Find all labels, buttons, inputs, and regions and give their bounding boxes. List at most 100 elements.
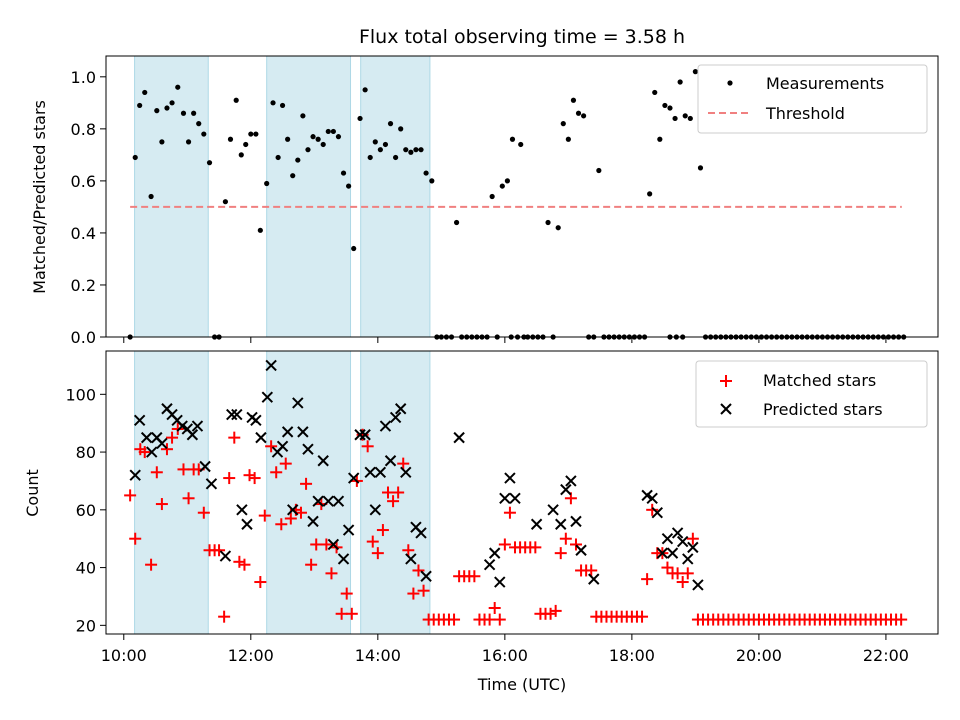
- matched-point: [895, 613, 908, 626]
- legend-matched-label: Matched stars: [763, 371, 876, 390]
- matched-point: [493, 613, 506, 626]
- matched-point: [488, 602, 501, 615]
- measurement-point: [387, 121, 394, 127]
- predicted-point: [570, 515, 582, 528]
- predicted-point: [347, 472, 360, 484]
- measurement-point: [169, 100, 175, 106]
- x-axis-label: Time (UTC): [477, 675, 566, 694]
- measurement-point: [180, 110, 187, 116]
- measurement-point: [403, 147, 409, 153]
- top-shaded-intervals: [134, 55, 431, 338]
- measurement-point: [667, 105, 673, 111]
- measurement-point: [154, 108, 160, 114]
- measurement-point: [320, 141, 326, 148]
- measurement-point: [489, 193, 495, 200]
- matched-point: [412, 564, 425, 577]
- bottom-axes-frame: [105, 350, 939, 635]
- bottom-y-axis-label: Count: [23, 469, 42, 517]
- measurement-point: [330, 128, 336, 135]
- measurement-point: [657, 136, 663, 142]
- predicted-point: [281, 426, 294, 438]
- matched-stars-series: [124, 422, 908, 626]
- bottom-band-0: [134, 350, 209, 635]
- predicted-point: [337, 553, 350, 565]
- matched-point: [138, 446, 151, 459]
- matched-point: [345, 607, 358, 620]
- measurement-point: [382, 141, 389, 148]
- top-y-tick-label: 0.4: [71, 224, 96, 243]
- measurement-point: [581, 113, 587, 119]
- matched-point: [483, 613, 496, 626]
- measurement-point: [662, 102, 668, 109]
- predicted-point: [359, 429, 371, 441]
- predicted-point: [661, 532, 674, 545]
- matched-point: [366, 535, 379, 548]
- predicted-point: [547, 504, 559, 516]
- legend-measurements-label: Measurements: [766, 74, 884, 93]
- predicted-point: [241, 518, 253, 530]
- measurement-point: [185, 139, 192, 145]
- matched-point: [223, 472, 236, 485]
- matched-point: [407, 587, 420, 600]
- matched-point: [585, 564, 598, 577]
- matched-point: [554, 547, 567, 560]
- predicted-point: [332, 495, 345, 507]
- matched-point: [155, 498, 168, 511]
- x-tick-label: 20:00: [736, 646, 782, 665]
- predicted-point: [588, 573, 600, 585]
- matched-point: [529, 541, 542, 554]
- matched-point: [641, 573, 654, 586]
- measurement-point: [196, 121, 202, 127]
- matched-point: [544, 607, 557, 620]
- bottom-y-tick-label: 100: [65, 385, 96, 404]
- top-axes-frame: [105, 55, 939, 338]
- x-tick-label: 12:00: [228, 646, 274, 665]
- matched-point: [503, 506, 516, 519]
- predicted-point: [287, 504, 299, 516]
- matched-point: [228, 431, 241, 444]
- predicted-point: [317, 455, 329, 467]
- matched-point: [197, 506, 210, 519]
- matched-point: [150, 466, 163, 479]
- predicted-point: [322, 495, 334, 507]
- measurement-point: [372, 139, 378, 145]
- measurement-point: [682, 113, 688, 119]
- measurement-point: [335, 134, 342, 140]
- predicted-point: [219, 550, 232, 562]
- measurement-point: [570, 97, 577, 103]
- predicted-point: [236, 504, 248, 516]
- matched-point: [676, 576, 689, 589]
- x-tick-label: 18:00: [609, 646, 655, 665]
- predicted-point: [420, 570, 432, 582]
- matched-point: [300, 477, 313, 490]
- matched-point: [305, 558, 318, 571]
- predicted-point: [687, 541, 699, 554]
- measurement-point: [504, 178, 510, 184]
- predicted-point: [261, 391, 274, 403]
- predicted-point: [565, 475, 577, 487]
- predicted-point: [666, 547, 679, 559]
- x-tick-label: 16:00: [482, 646, 528, 665]
- chart-title: Flux total observing time = 3.58 h: [359, 26, 685, 48]
- measurement-point: [357, 115, 363, 122]
- predicted-point: [191, 420, 204, 432]
- top-y-tick-label: 1.0: [71, 68, 96, 87]
- measurement-point: [233, 97, 239, 103]
- predicted-point: [146, 446, 158, 458]
- matched-point: [325, 567, 338, 580]
- predicted-point: [530, 518, 543, 530]
- matched-point: [559, 532, 572, 545]
- matched-point: [681, 567, 694, 580]
- predicted-point: [297, 426, 309, 438]
- predicted-point: [226, 408, 238, 421]
- x-tick-label: 10:00: [101, 646, 147, 665]
- x-tick-label: 22:00: [863, 646, 909, 665]
- measurement-point: [652, 89, 658, 96]
- measurement-point: [191, 110, 197, 116]
- predicted-point: [265, 359, 277, 372]
- measurement-point: [413, 147, 419, 153]
- matched-point: [248, 472, 261, 485]
- matched-point: [646, 503, 659, 516]
- matched-point: [448, 613, 461, 626]
- bottom-y-tick-label: 40: [76, 559, 96, 578]
